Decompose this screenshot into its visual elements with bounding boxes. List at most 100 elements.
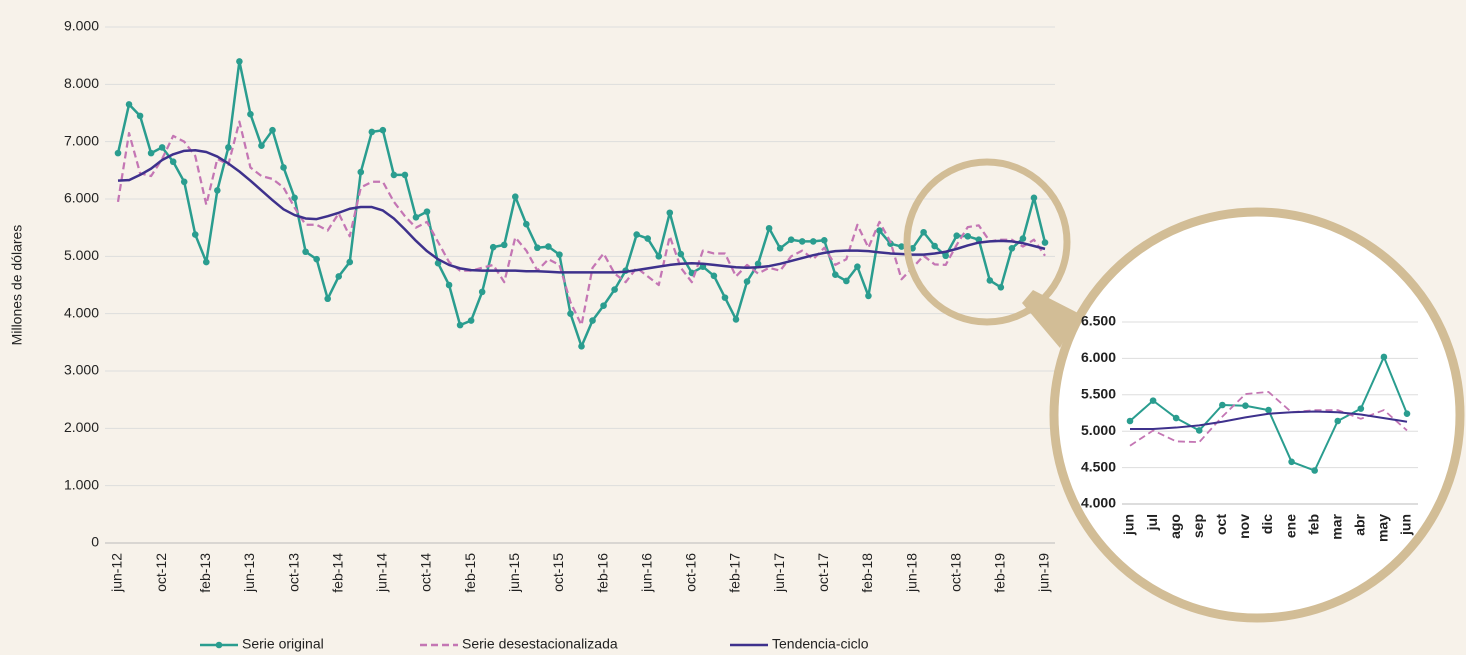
y-tick-label: 5.500 xyxy=(1081,386,1116,402)
x-tick-label: oct-16 xyxy=(683,553,699,592)
x-tick-label: feb-17 xyxy=(727,553,743,593)
data-point xyxy=(820,236,828,244)
data-point xyxy=(324,295,331,303)
series-line xyxy=(116,120,1046,327)
data-point xyxy=(931,242,938,250)
data-point xyxy=(214,187,221,194)
x-tick-label: abr xyxy=(1352,513,1368,535)
x-tick-label: jun-16 xyxy=(638,553,654,593)
data-point xyxy=(898,243,905,250)
data-point xyxy=(357,168,365,176)
data-point xyxy=(247,110,254,118)
data-point xyxy=(202,258,210,266)
x-tick-label: jul xyxy=(1144,514,1160,531)
x-tick-label: jun-14 xyxy=(374,553,390,593)
x-tick-label: ago xyxy=(1167,514,1183,539)
data-point xyxy=(611,286,618,293)
x-tick-label: ene xyxy=(1282,514,1298,538)
x-tick-label: jun xyxy=(1398,514,1414,536)
data-point xyxy=(887,240,894,248)
x-tick-label: sep xyxy=(1190,514,1206,538)
x-tick-label: feb-15 xyxy=(462,553,478,593)
data-point xyxy=(600,302,607,309)
data-point xyxy=(578,343,585,350)
x-tick-label: nov xyxy=(1236,514,1252,539)
data-point xyxy=(280,164,287,171)
data-point xyxy=(291,194,298,202)
legend-label: Serie original xyxy=(242,636,324,652)
data-point xyxy=(236,58,243,65)
data-point xyxy=(876,227,883,234)
data-point xyxy=(854,263,861,270)
y-tick-label: 6.000 xyxy=(64,190,99,206)
data-point xyxy=(655,253,663,260)
legend-marker xyxy=(215,641,223,649)
data-point xyxy=(1311,467,1318,474)
x-tick-label: jun-15 xyxy=(506,553,522,593)
x-tick-label: feb-13 xyxy=(197,553,213,593)
data-point xyxy=(909,245,916,252)
data-point xyxy=(545,243,552,250)
data-point xyxy=(776,245,784,252)
data-point xyxy=(169,158,177,166)
data-point xyxy=(1334,417,1342,425)
data-point xyxy=(1126,417,1134,425)
data-point xyxy=(865,292,872,300)
y-tick-label: 4.500 xyxy=(1081,458,1116,474)
data-point xyxy=(523,220,530,228)
data-point xyxy=(809,238,817,245)
y-axis-label: Millones de dólares xyxy=(9,225,25,346)
y-tick-label: 0 xyxy=(91,534,99,550)
x-tick-label: may xyxy=(1375,514,1391,542)
data-point xyxy=(953,232,961,239)
data-point xyxy=(125,101,133,108)
data-point xyxy=(534,244,541,252)
data-point xyxy=(1041,239,1049,246)
data-point xyxy=(500,241,508,249)
data-point xyxy=(478,288,486,296)
data-point xyxy=(1008,245,1016,252)
data-point xyxy=(1380,353,1388,361)
series-line xyxy=(1129,390,1408,447)
data-point xyxy=(1195,427,1203,434)
data-point xyxy=(379,126,387,134)
data-point xyxy=(445,281,453,289)
legend: Serie original Serie desestacionalizada Te… xyxy=(200,636,869,652)
data-point xyxy=(920,228,927,236)
x-tick-label: mar xyxy=(1328,513,1344,539)
data-point xyxy=(1403,410,1411,418)
legend-label: Tendencia-ciclo xyxy=(772,636,869,652)
y-tick-label: 4.000 xyxy=(1081,495,1116,511)
data-point xyxy=(269,126,276,134)
x-tick-label: feb-19 xyxy=(992,553,1008,593)
x-tick-label: feb-16 xyxy=(594,553,610,593)
x-tick-label: jun-19 xyxy=(1036,553,1052,593)
data-point xyxy=(335,273,343,280)
data-point xyxy=(191,231,199,238)
data-point xyxy=(556,251,563,258)
data-point xyxy=(258,142,265,149)
y-tick-label: 4.000 xyxy=(64,304,99,320)
y-tick-label: 2.000 xyxy=(64,419,99,435)
y-tick-label: 6.000 xyxy=(1081,349,1116,365)
x-tick-label: oct-12 xyxy=(153,553,169,592)
y-tick-label: 3.000 xyxy=(64,362,99,378)
legend-label: Serie desestacionalizada xyxy=(462,636,618,652)
y-tick-label: 5.000 xyxy=(1081,422,1116,438)
x-tick-label: feb xyxy=(1305,514,1321,535)
y-tick-label: 8.000 xyxy=(64,75,99,91)
y-tick-label: 7.000 xyxy=(64,132,99,148)
x-tick-label: oct-14 xyxy=(418,553,434,592)
data-point xyxy=(732,316,740,323)
data-point xyxy=(567,310,574,317)
data-point xyxy=(721,294,729,301)
data-point xyxy=(412,214,420,221)
data-point xyxy=(147,149,155,157)
data-point xyxy=(346,258,354,266)
y-tick-label: 9.000 xyxy=(64,18,99,34)
data-point xyxy=(456,321,464,329)
data-point xyxy=(225,144,232,151)
data-point xyxy=(798,238,806,245)
zoom-connector xyxy=(1022,290,1078,348)
